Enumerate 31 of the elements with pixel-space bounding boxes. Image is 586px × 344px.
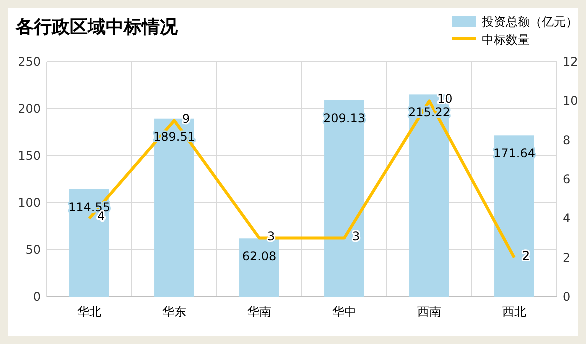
y-tick-label: 200 [18,102,41,116]
data-label: 9 [182,112,190,126]
data-label: 171.64 [494,146,536,161]
y-tick-label: 100 [18,196,41,210]
y-tick-label: 250 [18,55,41,69]
y2-tick-label: 0 [563,290,571,304]
x-tick-label: 华南 [248,305,272,319]
data-label: 3 [352,229,360,244]
y-tick-label: 0 [33,290,41,304]
data-label: 62.08 [242,250,277,264]
legend-label: 中标数量 [482,33,530,47]
x-tick-label: 华北 [78,305,102,319]
y-tick-label: 50 [26,243,41,257]
x-tick-label: 西南 [418,305,442,319]
x-tick-label: 华东 [162,305,186,319]
y2-tick-label: 8 [563,133,571,148]
data-label: 2 [522,248,530,263]
y2-tick-label: 6 [563,172,571,186]
y2-tick-label: 12 [563,55,578,69]
bar [324,100,364,297]
y2-tick-label: 2 [563,250,571,265]
data-label: 209.13 [324,111,366,126]
x-tick-label: 华中 [332,305,356,319]
y-tick-label: 150 [18,149,41,163]
y2-tick-label: 10 [563,94,578,108]
y2-tick-label: 4 [563,212,571,226]
bar [494,136,534,297]
data-label: 10 [438,92,453,106]
legend-label: 投资总额（亿元） [481,15,578,29]
x-tick-label: 西北 [502,305,526,319]
chart-title: 各行政区域中标情况 [15,17,179,38]
